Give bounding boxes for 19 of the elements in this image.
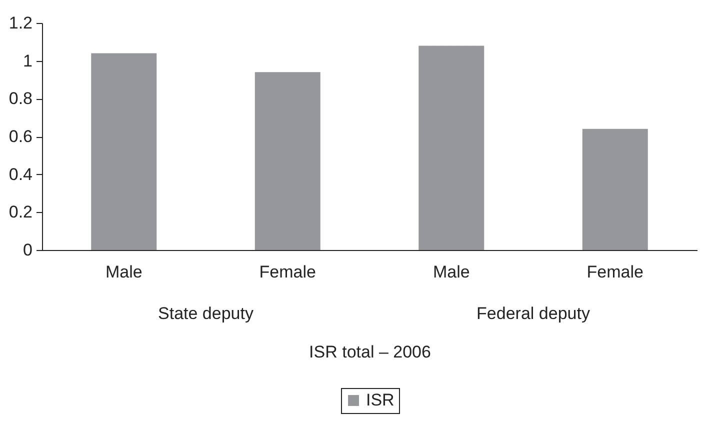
y-tick-label: 0.4 xyxy=(8,164,32,184)
y-tick-label: 0.8 xyxy=(8,89,32,108)
bar xyxy=(254,72,320,250)
x-axis-title: ISR total – 2006 xyxy=(309,342,431,362)
y-tick-label: 1.2 xyxy=(8,14,32,32)
x-tick-label: Male xyxy=(432,262,470,282)
y-tick-label: 1 xyxy=(23,51,32,70)
text: Federal deputy xyxy=(476,304,590,323)
y-tick-label: 0.2 xyxy=(8,202,32,222)
y-tick-label: 0 xyxy=(23,240,32,260)
x-tick-label: Male xyxy=(105,262,142,282)
text: State deputy xyxy=(158,304,254,323)
bar xyxy=(91,53,157,250)
legend-label: ISR xyxy=(366,390,394,410)
bar xyxy=(418,46,484,250)
y-tick-label: 0.6 xyxy=(8,127,32,146)
x-tick-label: Female xyxy=(586,262,644,282)
x-tick-label: Female xyxy=(259,262,316,282)
bar xyxy=(582,128,648,250)
